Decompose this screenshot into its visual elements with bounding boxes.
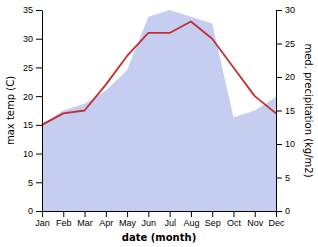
x-tick-mark xyxy=(127,211,128,217)
y-tick: 10 xyxy=(23,149,42,159)
y-tick-mark xyxy=(36,10,42,11)
y2-tick: 30 xyxy=(276,5,295,15)
y-axis: 0 5 10 15 20 25 30 35 xyxy=(23,5,43,216)
y2-tick-mark xyxy=(276,10,282,11)
x-axis-title: date (month) xyxy=(122,232,196,243)
x-tick-label: Oct xyxy=(227,218,242,228)
y-axis-title: max temp (C) xyxy=(5,76,16,145)
x-tick-mark xyxy=(106,211,107,217)
y-tick: 5 xyxy=(28,178,42,188)
y2-axis: 0 5 10 15 20 25 30 xyxy=(276,5,295,216)
y-tick-label: 0 xyxy=(28,206,33,216)
x-tick: Apr xyxy=(99,211,113,228)
y2-tick-label: 20 xyxy=(285,72,295,82)
plot: JanFebMarAprMayJunJulAugSepOctNovDec0510… xyxy=(23,5,295,228)
y-tick-mark xyxy=(36,211,42,212)
y2-tick: 5 xyxy=(276,173,290,183)
y2-tick-label: 5 xyxy=(285,173,290,183)
x-tick-label: Aug xyxy=(183,218,199,228)
x-tick-label: Dec xyxy=(268,218,285,228)
y-tick-mark xyxy=(36,96,42,97)
x-tick-label: Mar xyxy=(77,218,93,228)
x-axis: Jan Feb Mar Apr May Jun Jul Aug Sep Oct Nov Dec xyxy=(35,211,285,228)
y-axis-line xyxy=(42,11,43,212)
y2-tick-label: 25 xyxy=(285,39,295,49)
x-tick-label: Nov xyxy=(247,218,264,228)
y-tick-label: 35 xyxy=(23,5,33,15)
y-tick-mark xyxy=(36,125,42,126)
y-tick-mark xyxy=(36,182,42,183)
x-tick: Jun xyxy=(142,211,157,228)
y-tick-label: 10 xyxy=(23,149,33,159)
y2-tick-label: 30 xyxy=(285,5,295,15)
x-tick-mark xyxy=(191,211,192,217)
y-tick-mark xyxy=(36,67,42,68)
x-tick-mark xyxy=(233,211,234,217)
y2-tick-label: 10 xyxy=(285,139,295,149)
x-tick-label: Jul xyxy=(164,218,176,228)
y-tick: 15 xyxy=(23,120,42,130)
y2-tick-mark xyxy=(276,44,282,45)
x-tick-mark xyxy=(148,211,149,217)
y-tick: 35 xyxy=(23,5,42,15)
x-tick: Aug xyxy=(183,211,199,228)
x-tick-mark xyxy=(170,211,171,217)
x-tick: May xyxy=(119,211,137,228)
y2-tick: 25 xyxy=(276,39,295,49)
chart: JanFebMarAprMayJunJulAugSepOctNovDec0510… xyxy=(0,0,318,247)
x-tick-label: Jun xyxy=(142,218,157,228)
x-tick-mark xyxy=(42,211,43,217)
x-tick-label: Sep xyxy=(205,218,221,228)
x-tick: Jul xyxy=(164,211,176,228)
y2-tick-mark xyxy=(276,178,282,179)
x-tick-label: May xyxy=(119,218,137,228)
y2-tick: 15 xyxy=(276,106,295,116)
y2-axis-title: med. precipitation (kg/m2) xyxy=(303,43,314,177)
x-tick: Feb xyxy=(56,211,72,228)
x-tick: Mar xyxy=(77,211,93,228)
x-tick: Jan xyxy=(35,211,50,228)
x-tick: Sep xyxy=(205,211,221,228)
y-tick: 20 xyxy=(23,92,42,102)
x-tick-label: Jan xyxy=(35,218,50,228)
y2-tick-mark xyxy=(276,211,282,212)
y2-tick: 20 xyxy=(276,72,295,82)
x-tick-label: Apr xyxy=(99,218,113,228)
y-tick: 0 xyxy=(28,206,42,216)
y-tick-label: 30 xyxy=(23,34,33,44)
y2-tick-mark xyxy=(276,111,282,112)
y2-tick-mark xyxy=(276,77,282,78)
y-tick-label: 20 xyxy=(23,92,33,102)
precipitation-area xyxy=(42,10,276,211)
y-tick-label: 25 xyxy=(23,63,33,73)
x-tick-mark xyxy=(85,211,86,217)
y2-tick: 0 xyxy=(276,206,290,216)
y2-tick-mark xyxy=(276,144,282,145)
x-tick-label: Feb xyxy=(56,218,72,228)
x-tick: Nov xyxy=(247,211,264,228)
x-tick: Dec xyxy=(268,211,285,228)
y2-tick-label: 15 xyxy=(285,106,295,116)
x-tick-mark xyxy=(255,211,256,217)
x-tick-mark xyxy=(63,211,64,217)
y-tick-label: 5 xyxy=(28,178,33,188)
y-tick: 30 xyxy=(23,34,42,44)
x-tick-mark xyxy=(212,211,213,217)
marks xyxy=(42,10,276,211)
x-axis-line xyxy=(43,211,277,212)
y2-tick-label: 0 xyxy=(285,206,290,216)
y-tick-mark xyxy=(36,39,42,40)
y2-tick: 10 xyxy=(276,139,295,149)
y-tick: 25 xyxy=(23,63,42,73)
temperature-line xyxy=(42,21,276,124)
x-tick: Oct xyxy=(227,211,242,228)
y-tick-mark xyxy=(36,154,42,155)
y-tick-label: 15 xyxy=(23,120,33,130)
